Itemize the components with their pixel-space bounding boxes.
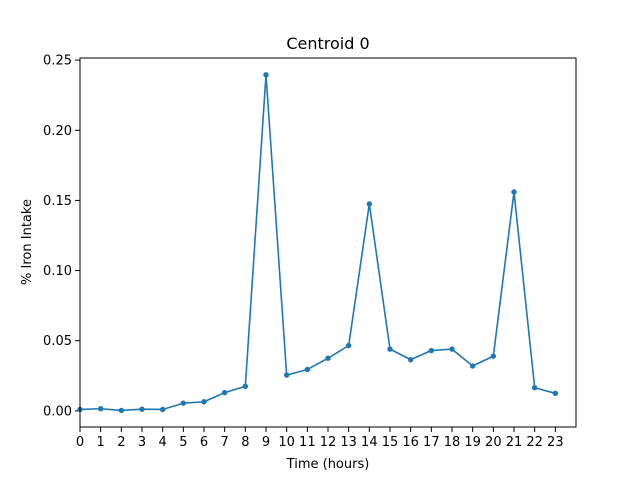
x-tick-label: 8 — [241, 435, 249, 450]
y-axis: 0.00 0.05 0.10 0.15 0.20 0.25 — [43, 54, 80, 419]
y-tick-label: 0.10 — [43, 264, 72, 279]
data-point — [407, 356, 414, 363]
data-point — [366, 201, 373, 207]
data-point — [221, 389, 228, 396]
data-point — [283, 372, 290, 378]
data-point — [511, 189, 517, 195]
x-tick-label: 9 — [262, 435, 270, 450]
x-tick-label: 0 — [76, 435, 84, 450]
x-axis: 0 1 2 3 4 5 6 7 8 9 10 11 12 13 14 15 16 17 18 19 20 21 22 23 — [76, 427, 564, 450]
x-tick-label: 21 — [506, 435, 523, 450]
data-point — [345, 342, 352, 349]
data-point — [118, 407, 125, 414]
data-point — [180, 400, 187, 406]
data-point — [449, 346, 455, 352]
series-layer — [77, 72, 559, 414]
data-point — [159, 406, 166, 413]
x-tick-label: 3 — [138, 435, 146, 450]
y-tick-label: 0.25 — [43, 54, 72, 69]
x-tick-label: 17 — [423, 435, 440, 450]
y-axis-label: % Iron Intake — [20, 199, 35, 285]
data-point — [139, 406, 145, 412]
data-point — [428, 347, 435, 354]
data-point — [201, 399, 207, 405]
x-tick-label: 6 — [200, 435, 208, 450]
data-point — [242, 383, 249, 390]
y-tick-label: 0.05 — [43, 334, 72, 349]
data-point — [552, 390, 559, 397]
y-tick-label: 0.00 — [43, 404, 72, 419]
x-tick-label: 5 — [179, 435, 187, 450]
x-tick-label: 18 — [444, 435, 461, 450]
data-point — [97, 406, 104, 412]
data-point — [387, 346, 393, 352]
x-tick-label: 2 — [117, 435, 125, 450]
x-tick-label: 20 — [485, 435, 502, 450]
x-tick-label: 15 — [382, 435, 399, 450]
x-tick-label: 10 — [278, 435, 295, 450]
x-tick-label: 23 — [547, 435, 564, 450]
data-point — [263, 72, 269, 78]
series-line — [79, 74, 556, 412]
data-point — [325, 355, 331, 361]
data-point — [531, 385, 538, 391]
x-axis-label: Time (hours) — [286, 457, 370, 472]
x-tick-label: 11 — [299, 435, 316, 450]
x-tick-label: 13 — [340, 435, 357, 450]
y-tick-label: 0.15 — [43, 194, 72, 209]
data-point — [490, 353, 497, 359]
x-tick-label: 16 — [402, 435, 419, 450]
x-tick-label: 19 — [464, 435, 481, 450]
data-point — [469, 363, 476, 369]
chart-title: Centroid 0 — [286, 34, 369, 53]
x-tick-label: 12 — [320, 435, 337, 450]
x-tick-label: 22 — [526, 435, 543, 450]
x-tick-label: 4 — [159, 435, 167, 450]
x-tick-label: 1 — [97, 435, 105, 450]
x-tick-label: 14 — [361, 435, 378, 450]
plot-frame — [79, 57, 577, 428]
x-tick-label: 7 — [221, 435, 229, 450]
data-point — [304, 366, 311, 373]
y-tick-label: 0.20 — [43, 124, 72, 139]
